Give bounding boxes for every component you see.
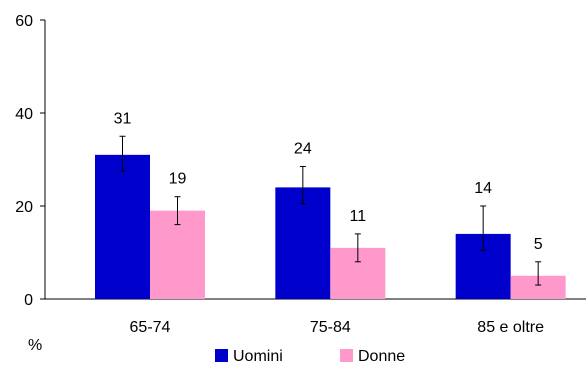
data-label: 11 [350, 208, 367, 225]
x-category-label: 85 e oltre [477, 319, 544, 336]
bars-group [95, 135, 566, 299]
bar-donne-3 [510, 275, 566, 299]
legend-label-donne: Donne [358, 348, 405, 365]
y-tick-label: 60 [15, 13, 33, 30]
legend-label-uomini: Uomini [233, 348, 283, 365]
y-tick-label: 0 [24, 292, 33, 309]
y-tick-label: 40 [15, 106, 33, 123]
bar-uomini-1 [95, 154, 150, 299]
bar-donne-1 [150, 210, 205, 299]
y-unit-label: % [28, 337, 42, 354]
data-label: 14 [474, 180, 492, 197]
legend: Uomini Donne [215, 348, 405, 365]
data-label: 31 [114, 110, 132, 127]
category-labels: 65-74 75-84 85 e oltre [130, 319, 545, 336]
legend-swatch-uomini [215, 349, 228, 362]
legend-swatch-donne [340, 349, 353, 362]
labels-group: 31 19 24 11 14 5 [114, 110, 543, 253]
data-label: 24 [294, 140, 312, 157]
x-category-label: 65-74 [130, 319, 171, 336]
x-category-label: 75-84 [310, 319, 351, 336]
y-tick-label: 20 [15, 199, 33, 216]
bar-uomini-2 [275, 187, 331, 299]
data-label: 5 [534, 236, 543, 253]
data-label: 19 [169, 171, 187, 188]
